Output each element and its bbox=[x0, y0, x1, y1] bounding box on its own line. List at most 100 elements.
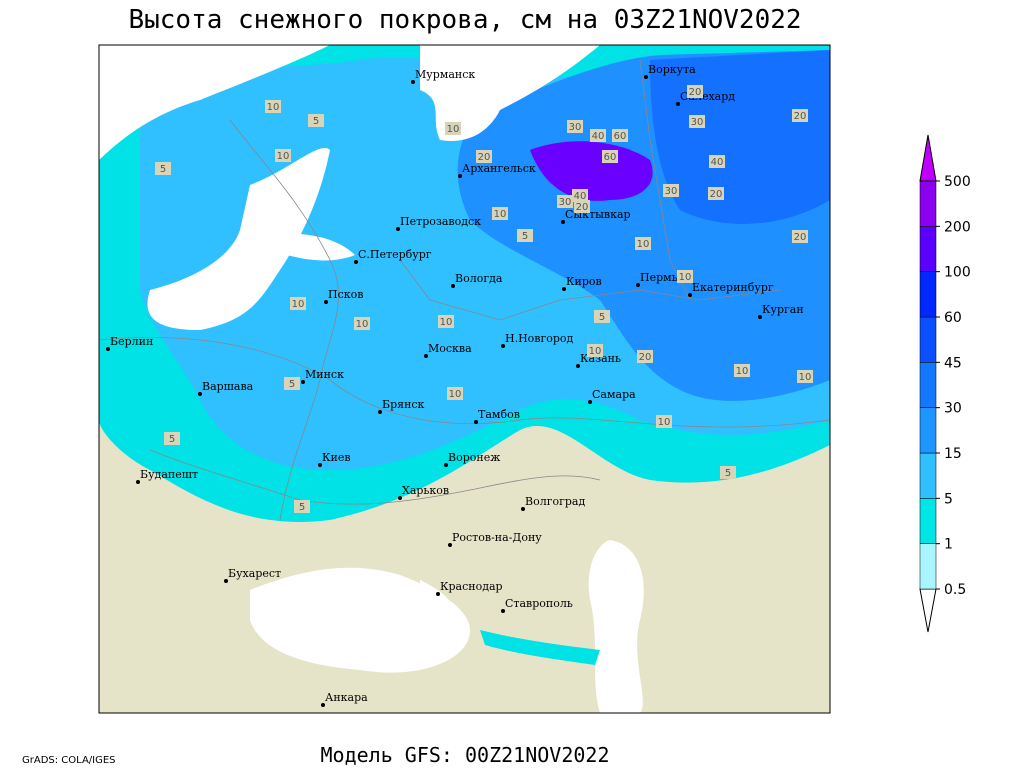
city-dot bbox=[561, 220, 565, 224]
city-label: Воронеж bbox=[448, 451, 500, 464]
contour-label-bg bbox=[265, 100, 281, 113]
contour-label: 20 bbox=[478, 152, 491, 163]
city-label: Пермь bbox=[640, 271, 678, 284]
contour-label: 10 bbox=[736, 366, 749, 377]
contour-label: 40 bbox=[574, 191, 587, 202]
city-dot bbox=[688, 293, 692, 297]
contour-label-bg bbox=[720, 466, 736, 479]
contour-label: 10 bbox=[494, 209, 507, 220]
city-dot bbox=[562, 287, 566, 291]
contour-label: 10 bbox=[447, 124, 460, 135]
city-dot bbox=[676, 102, 680, 106]
contour-label: 5 bbox=[522, 231, 528, 242]
contour-label: 10 bbox=[589, 346, 602, 357]
city-dot bbox=[396, 227, 400, 231]
contour-label: 5 bbox=[299, 502, 305, 513]
city-dot bbox=[588, 400, 592, 404]
city-dot bbox=[501, 609, 505, 613]
legend-label: 1 bbox=[944, 537, 953, 553]
contour-label: 5 bbox=[160, 164, 166, 175]
city-dot bbox=[224, 579, 228, 583]
contour-label: 20 bbox=[794, 111, 807, 122]
credit: GrADS: COLA/IGES bbox=[22, 755, 116, 766]
legend-box bbox=[919, 498, 937, 544]
contour-label-bg bbox=[354, 317, 370, 330]
legend-box bbox=[919, 362, 937, 408]
contour-label-bg bbox=[594, 310, 610, 323]
city-label: Москва bbox=[428, 342, 472, 355]
legend-label: 60 bbox=[944, 310, 962, 326]
contour-label-bg bbox=[637, 350, 653, 363]
contour-label-bg bbox=[656, 415, 672, 428]
contour-label-bg bbox=[438, 315, 454, 328]
contour-label: 10 bbox=[292, 299, 305, 310]
contour-label-bg bbox=[567, 120, 583, 133]
map-frame bbox=[98, 44, 831, 714]
city-label: Петрозаводск bbox=[400, 215, 481, 228]
contour-label-bg bbox=[635, 237, 651, 250]
footer: Модель GFS: 00Z21NOV2022 bbox=[321, 743, 610, 767]
city-dot bbox=[354, 260, 358, 264]
city-label: Минск bbox=[305, 368, 344, 381]
contour-label-bg bbox=[689, 115, 705, 128]
legend-box bbox=[919, 543, 937, 590]
city-dot bbox=[644, 75, 648, 79]
city-label: Ростов-на-Дону bbox=[452, 531, 542, 544]
black-sea bbox=[250, 567, 470, 673]
contour-label-bg bbox=[164, 432, 180, 445]
barents-sea bbox=[420, 45, 600, 141]
city-dot bbox=[451, 284, 455, 288]
city-label: Тамбов bbox=[478, 408, 520, 421]
snow-max bbox=[530, 141, 653, 201]
city-label: Псков bbox=[328, 288, 363, 301]
contour-label: 5 bbox=[289, 379, 295, 390]
caspian-sea bbox=[588, 540, 644, 713]
contour-label: 10 bbox=[277, 151, 290, 162]
city-label: Вологда bbox=[455, 272, 503, 285]
contour-label-bg bbox=[708, 187, 724, 200]
contour-label-bg bbox=[602, 150, 618, 163]
azov-sea bbox=[420, 580, 451, 612]
contour-label-bg bbox=[587, 344, 603, 357]
contour-label-bg bbox=[663, 184, 679, 197]
contour-label-bg bbox=[792, 230, 808, 243]
map bbox=[99, 45, 830, 713]
contour-label-bg bbox=[284, 377, 300, 390]
city-dot bbox=[198, 392, 202, 396]
city-label: Киров bbox=[566, 275, 602, 288]
city-dot bbox=[448, 543, 452, 547]
city-label: Самара bbox=[592, 388, 636, 401]
legend-box bbox=[919, 316, 937, 363]
city-dot bbox=[318, 463, 322, 467]
legend-top-triangle bbox=[919, 134, 937, 182]
city-dot bbox=[444, 463, 448, 467]
gulf-finland bbox=[270, 233, 355, 261]
contour-label: 10 bbox=[356, 319, 369, 330]
contour-label-bg bbox=[687, 85, 703, 98]
legend-label: 200 bbox=[944, 219, 971, 235]
city-label: Будапешт bbox=[140, 468, 198, 481]
city-dot bbox=[458, 174, 462, 178]
contour-label: 10 bbox=[658, 417, 671, 428]
contour-label-bg bbox=[677, 270, 693, 283]
legend-label: 100 bbox=[944, 265, 971, 281]
legend-label: 500 bbox=[944, 174, 971, 190]
contour-label-bg bbox=[476, 150, 492, 163]
city-dot bbox=[424, 354, 428, 358]
city-dot bbox=[398, 496, 402, 500]
contour-label-bg bbox=[709, 155, 725, 168]
city-label: Харьков bbox=[402, 484, 449, 497]
contour-label: 20 bbox=[794, 232, 807, 243]
city-label: Берлин bbox=[110, 335, 153, 348]
snow-deeper bbox=[650, 50, 830, 224]
city-label: Воркута bbox=[648, 63, 696, 76]
contour-label: 5 bbox=[313, 116, 319, 127]
contour-label: 20 bbox=[689, 87, 702, 98]
city-dot bbox=[136, 480, 140, 484]
contour-label: 5 bbox=[169, 434, 175, 445]
city-label: Брянск bbox=[382, 398, 425, 411]
contour-label-bg bbox=[574, 200, 590, 213]
contour-label: 60 bbox=[604, 152, 617, 163]
city-label: Киев bbox=[322, 451, 351, 464]
